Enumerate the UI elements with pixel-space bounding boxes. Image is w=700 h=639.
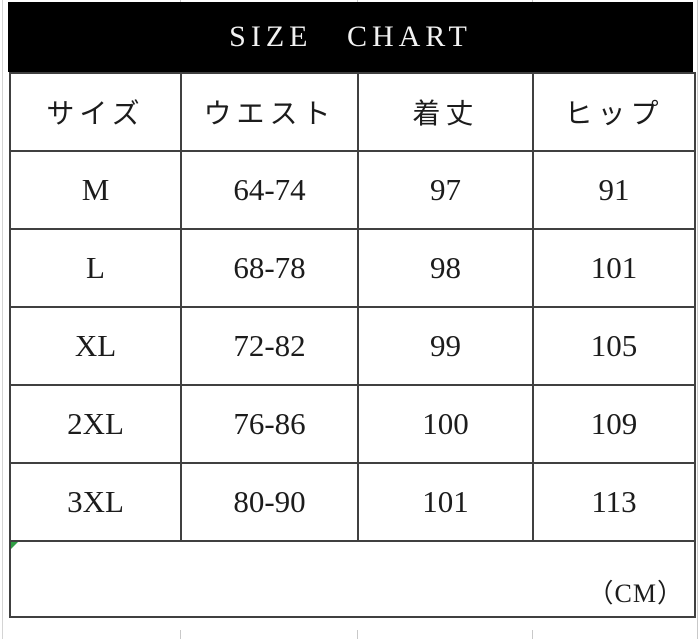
cell-length: 101 (357, 462, 534, 542)
cell-size: XL (9, 306, 182, 386)
gridline-stub-top-1 (180, 0, 181, 2)
header-row: サイズ ウエスト 着丈 ヒップ (9, 72, 696, 152)
unit-footer-cell: （CM） (9, 540, 696, 618)
cell-hip: 105 (532, 306, 696, 386)
column-header-length: 着丈 (357, 72, 534, 152)
gridline-stub-bottom-2 (357, 630, 358, 639)
unit-label: （CM） (587, 579, 684, 608)
table-row-l: L 68-78 98 101 (9, 228, 696, 308)
cell-comment-marker-icon (11, 542, 18, 549)
cell-size: L (9, 228, 182, 308)
footer-row: （CM） (9, 540, 696, 618)
cell-length: 97 (357, 150, 534, 230)
gridline-left-edge (2, 0, 3, 639)
cell-length: 100 (357, 384, 534, 464)
table-row-2xl: 2XL 76-86 100 109 (9, 384, 696, 464)
gridline-stub-bottom-1 (180, 630, 181, 639)
gridline-stub-bottom-3 (532, 630, 533, 639)
table-row-xl: XL 72-82 99 105 (9, 306, 696, 386)
title-bar: SIZE CHART (8, 2, 693, 72)
cell-length: 98 (357, 228, 534, 308)
table-row-3xl: 3XL 80-90 101 113 (9, 462, 696, 542)
cell-size: 3XL (9, 462, 182, 542)
gridline-stub-top-2 (357, 0, 358, 2)
cell-size: 2XL (9, 384, 182, 464)
cell-size: M (9, 150, 182, 230)
table-row-m: M 64-74 97 91 (9, 150, 696, 230)
cell-waist: 80-90 (180, 462, 359, 542)
cell-waist: 72-82 (180, 306, 359, 386)
size-chart-table: サイズ ウエスト 着丈 ヒップ M 64-74 97 91 L 68-78 98… (9, 72, 696, 618)
cell-waist: 64-74 (180, 150, 359, 230)
cell-waist: 68-78 (180, 228, 359, 308)
cell-hip: 101 (532, 228, 696, 308)
cell-hip: 113 (532, 462, 696, 542)
cell-waist: 76-86 (180, 384, 359, 464)
footer-inner: （CM） (11, 542, 694, 616)
column-header-size: サイズ (9, 72, 182, 152)
column-header-hip: ヒップ (532, 72, 696, 152)
column-header-waist: ウエスト (180, 72, 359, 152)
cell-length: 99 (357, 306, 534, 386)
gridline-stub-top-3 (532, 0, 533, 2)
gridline-right-edge (697, 0, 698, 639)
cell-hip: 91 (532, 150, 696, 230)
cell-hip: 109 (532, 384, 696, 464)
chart-title: SIZE CHART (229, 20, 472, 53)
